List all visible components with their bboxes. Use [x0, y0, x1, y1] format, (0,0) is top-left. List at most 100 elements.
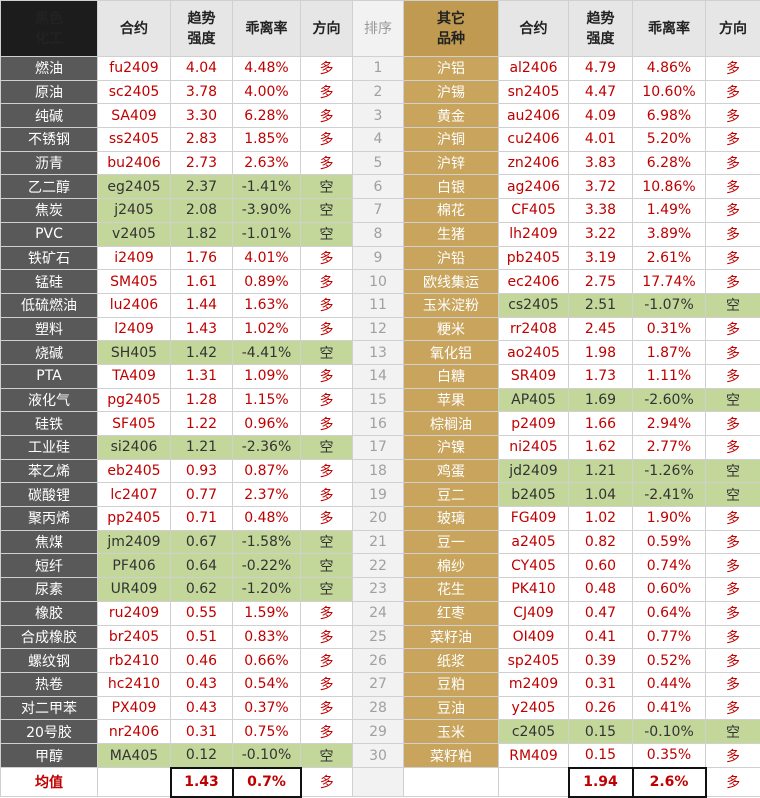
left-direction: 多 [301, 151, 353, 175]
left-deviation: -4.41% [233, 341, 301, 365]
right-direction: 多 [706, 175, 760, 199]
left-name: 苯乙烯 [1, 459, 98, 483]
right-deviation: 0.59% [633, 530, 706, 554]
left-deviation: 1.09% [233, 364, 301, 388]
right-trend-strength: 2.75 [569, 270, 633, 294]
right-name: 生猪 [404, 222, 499, 246]
right-direction: 多 [706, 104, 760, 128]
right-trend-strength: 2.51 [569, 293, 633, 317]
right-trend-strength: 0.60 [569, 554, 633, 578]
right-deviation: 2.77% [633, 436, 706, 460]
sort-index: 26 [353, 649, 404, 673]
right-trend-strength: 1.02 [569, 507, 633, 531]
sort-index: 2 [353, 80, 404, 104]
right-name: 沪锌 [404, 151, 499, 175]
left-name: 对二甲苯 [1, 696, 98, 720]
left-direction: 多 [301, 483, 353, 507]
left-direction: 多 [301, 459, 353, 483]
left-direction-header: 方向 [301, 1, 353, 57]
left-direction: 多 [301, 80, 353, 104]
left-name: 硅铁 [1, 412, 98, 436]
right-direction: 多 [706, 696, 760, 720]
right-trend-strength: 0.47 [569, 601, 633, 625]
left-trend-strength: 1.42 [171, 341, 233, 365]
right-direction: 多 [706, 743, 760, 767]
right-average-strength: 1.94 [569, 768, 633, 797]
right-name: 纸浆 [404, 649, 499, 673]
left-contract: rb2410 [98, 649, 171, 673]
left-name: 原油 [1, 80, 98, 104]
sort-index: 6 [353, 175, 404, 199]
left-contract: j2405 [98, 199, 171, 223]
left-contract: bu2406 [98, 151, 171, 175]
left-average-label: 均值 [1, 768, 98, 797]
right-contract: rr2408 [499, 317, 569, 341]
left-trend-strength: 1.43 [171, 317, 233, 341]
right-direction: 多 [706, 578, 760, 602]
sort-index: 25 [353, 625, 404, 649]
right-deviation: -2.60% [633, 388, 706, 412]
right-deviation: 6.28% [633, 151, 706, 175]
right-direction: 多 [706, 649, 760, 673]
right-trend-strength: 3.19 [569, 246, 633, 270]
left-deviation: -0.22% [233, 554, 301, 578]
left-name: 烧碱 [1, 341, 98, 365]
left-deviation: -1.20% [233, 578, 301, 602]
right-name: 花生 [404, 578, 499, 602]
left-trend-strength: 1.44 [171, 293, 233, 317]
left-name: 工业硅 [1, 436, 98, 460]
left-direction: 多 [301, 364, 353, 388]
right-contract: jd2409 [499, 459, 569, 483]
left-direction: 空 [301, 199, 353, 223]
left-contract: ss2405 [98, 128, 171, 152]
right-name: 沪铝 [404, 57, 499, 81]
left-name: 尿素 [1, 578, 98, 602]
right-trend-strength: 0.48 [569, 578, 633, 602]
left-trend-strength: 3.78 [171, 80, 233, 104]
right-name: 苹果 [404, 388, 499, 412]
sort-index: 12 [353, 317, 404, 341]
left-average-direction: 多 [301, 768, 353, 797]
right-contract-header: 合约 [499, 1, 569, 57]
right-direction: 多 [706, 507, 760, 531]
right-deviation: -0.10% [633, 720, 706, 744]
right-contract: sp2405 [499, 649, 569, 673]
right-direction: 多 [706, 672, 760, 696]
right-name: 欧线集运 [404, 270, 499, 294]
right-name: 白银 [404, 175, 499, 199]
right-trend-strength: 1.66 [569, 412, 633, 436]
left-deviation: -1.01% [233, 222, 301, 246]
left-deviation: 0.48% [233, 507, 301, 531]
left-trend-strength: 0.77 [171, 483, 233, 507]
left-contract: PF406 [98, 554, 171, 578]
left-deviation: 0.96% [233, 412, 301, 436]
left-trend-strength: 2.08 [171, 199, 233, 223]
left-trend-strength: 0.55 [171, 601, 233, 625]
right-deviation: 1.87% [633, 341, 706, 365]
right-direction: 多 [706, 412, 760, 436]
sort-index: 24 [353, 601, 404, 625]
right-name: 棉花 [404, 199, 499, 223]
right-trend-strength: 3.38 [569, 199, 633, 223]
left-deviation: 2.37% [233, 483, 301, 507]
left-contract: MA405 [98, 743, 171, 767]
right-contract: ao2405 [499, 341, 569, 365]
right-contract: sn2405 [499, 80, 569, 104]
right-name: 粳米 [404, 317, 499, 341]
left-direction: 空 [301, 341, 353, 365]
left-direction: 空 [301, 578, 353, 602]
right-contract: zn2406 [499, 151, 569, 175]
right-direction: 多 [706, 554, 760, 578]
right-direction: 空 [706, 459, 760, 483]
